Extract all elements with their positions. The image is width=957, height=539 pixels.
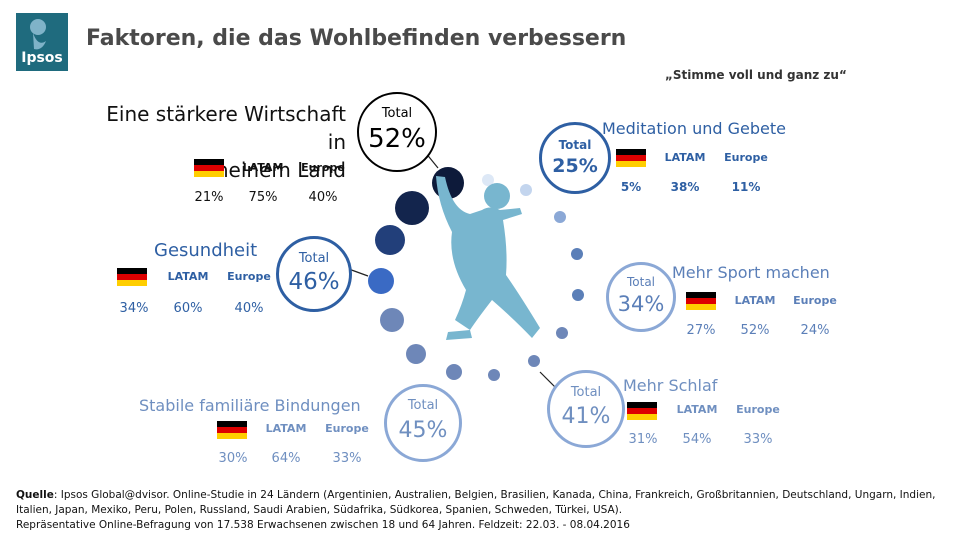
germany-flag-icon (117, 268, 147, 286)
page-title: Faktoren, die das Wohlbefinden verbesser… (86, 26, 627, 51)
total-ring-sport: Total 34% (606, 262, 676, 332)
arc-dot (528, 355, 540, 367)
arc-dot (406, 344, 426, 364)
total-value: 46% (288, 269, 340, 295)
total-value: 45% (398, 418, 448, 443)
chart-subtitle: „Stimme voll und ganz zu“ (665, 68, 847, 82)
factor-name: Stabile familiäre Bindungen (139, 396, 361, 415)
figure-logo-icon (30, 19, 46, 50)
arc-dot (482, 174, 494, 186)
ring-label: Total (381, 106, 413, 121)
germany-flag-icon (686, 292, 716, 310)
germany-value: 5% (620, 180, 642, 194)
dot-arc (368, 167, 584, 381)
latam-header: LATAM (664, 151, 706, 164)
europe-value: 33% (743, 432, 773, 447)
source-label: Quelle (16, 489, 54, 501)
jumping-person-icon (436, 176, 540, 340)
europe-value: 11% (731, 180, 761, 194)
total-value: 25% (552, 155, 598, 177)
latam-header: LATAM (242, 161, 284, 174)
latam-header: LATAM (734, 294, 776, 307)
arc-dot (554, 211, 566, 223)
factor-name: Mehr Schlaf (623, 376, 718, 395)
latam-value: 52% (740, 323, 770, 338)
factor-name-line: meinem Land (209, 158, 346, 182)
arc-dot (571, 248, 583, 260)
germany-value: 30% (218, 451, 248, 466)
europe-header: Europe (301, 161, 345, 174)
arc-dot (520, 184, 532, 196)
europe-value: 24% (800, 323, 830, 338)
europe-header: Europe (325, 422, 369, 435)
source-line2: Repräsentative Online-Befragung von 17.5… (16, 519, 630, 531)
ring-label: Total (298, 251, 330, 266)
arc-dot (368, 268, 394, 294)
europe-header: Europe (227, 270, 271, 283)
germany-value: 31% (628, 432, 658, 447)
ring-label: Total (407, 398, 439, 413)
arc-dot (488, 369, 500, 381)
europe-value: 40% (234, 301, 264, 316)
europe-header: Europe (724, 151, 768, 164)
germany-value: 34% (119, 301, 149, 316)
arc-dot (556, 327, 568, 339)
latam-header: LATAM (265, 422, 307, 435)
latam-value: 38% (670, 180, 700, 194)
factor-name: Gesundheit (154, 240, 258, 261)
total-value: 41% (561, 404, 611, 429)
total-value: 52% (368, 124, 426, 154)
germany-flag-icon (616, 149, 646, 167)
europe-value: 33% (332, 451, 362, 466)
total-ring-health: Total 46% (276, 236, 352, 312)
arc-dot (380, 308, 404, 332)
europe-header: Europe (793, 294, 837, 307)
source-text: : Ipsos Global@dvisor. Online-Studie in … (16, 489, 936, 516)
ring-label: Total (626, 275, 656, 289)
germany-flag-icon (627, 402, 657, 420)
germany-value: 27% (686, 323, 716, 338)
latam-value: 60% (173, 301, 203, 316)
factor-name: Eine stärkere Wirtschaft in meinem Land (86, 100, 346, 184)
latam-value: 75% (248, 190, 278, 205)
total-ring-meditation: Total 25% (539, 122, 611, 194)
europe-value: 40% (308, 190, 338, 205)
total-value: 34% (617, 292, 665, 316)
factor-name: Meditation und Gebete (602, 119, 786, 138)
ring-label: Total (558, 138, 592, 152)
arc-dot (375, 225, 405, 255)
germany-flag-icon (217, 421, 247, 439)
germany-flag-icon (194, 159, 224, 177)
arc-dot (572, 289, 584, 301)
arc-dot (446, 364, 462, 380)
europe-header: Europe (736, 403, 780, 416)
total-ring-sleep: Total 41% (547, 370, 625, 448)
arc-dot (395, 191, 429, 225)
germany-value: 21% (194, 190, 224, 205)
total-ring-economy: Total 52% (357, 92, 437, 172)
latam-value: 64% (271, 451, 301, 466)
ring-label: Total (570, 385, 602, 400)
total-ring-family: Total 45% (384, 384, 462, 462)
factor-name: Mehr Sport machen (672, 263, 830, 282)
logo-text: Ipsos (21, 50, 63, 66)
factor-name-line: Eine stärkere Wirtschaft in (106, 102, 346, 154)
latam-header: LATAM (167, 270, 209, 283)
source-note: Quelle: Ipsos Global@dvisor. Online-Stud… (16, 488, 946, 533)
latam-header: LATAM (676, 403, 718, 416)
ipsos-logo: Ipsos (16, 13, 68, 71)
latam-value: 54% (682, 432, 712, 447)
